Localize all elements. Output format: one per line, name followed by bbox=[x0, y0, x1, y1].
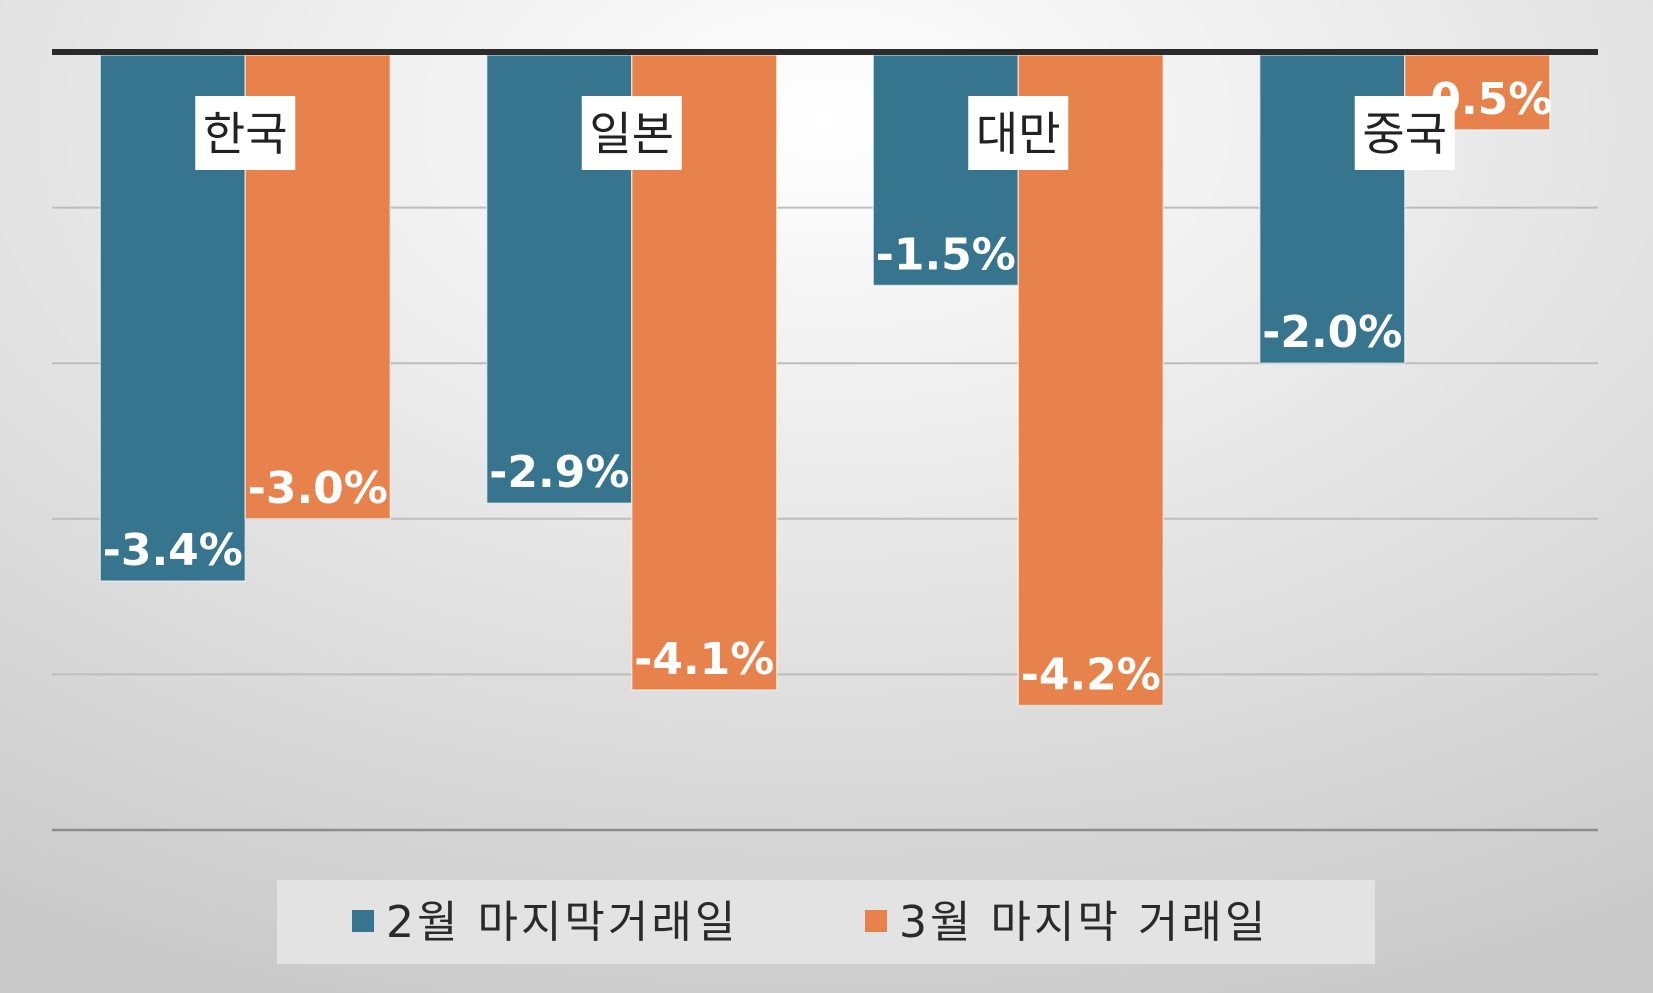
category-labels: 한국 일본 대만 중국 bbox=[52, 49, 1598, 170]
category-label: 대만 bbox=[976, 107, 1061, 161]
category-label-box bbox=[968, 96, 1069, 170]
legend-swatch bbox=[865, 910, 887, 932]
category-label-box bbox=[195, 96, 296, 170]
legend: 2월 마지막거래일 3월 마지막 거래일 bbox=[277, 880, 1375, 964]
category-label-box bbox=[1354, 96, 1455, 170]
data-label: -3.0% bbox=[248, 463, 388, 514]
data-label: -2.0% bbox=[1262, 307, 1402, 358]
data-label: -2.9% bbox=[489, 447, 629, 498]
category-label: 중국 bbox=[1362, 107, 1447, 161]
data-label: -3.4% bbox=[103, 525, 243, 576]
legend-box bbox=[277, 880, 1375, 964]
data-label: -1.5% bbox=[876, 229, 1016, 280]
category-label: 일본 bbox=[589, 107, 674, 161]
category-label-box bbox=[581, 96, 682, 170]
legend-label: 2월 마지막거래일 bbox=[386, 897, 738, 948]
category-label: 한국 bbox=[203, 107, 288, 161]
data-label: -4.1% bbox=[634, 634, 774, 685]
data-label: -4.2% bbox=[1021, 650, 1161, 701]
legend-swatch bbox=[352, 910, 374, 932]
legend-label: 3월 마지막 거래일 bbox=[899, 897, 1268, 948]
